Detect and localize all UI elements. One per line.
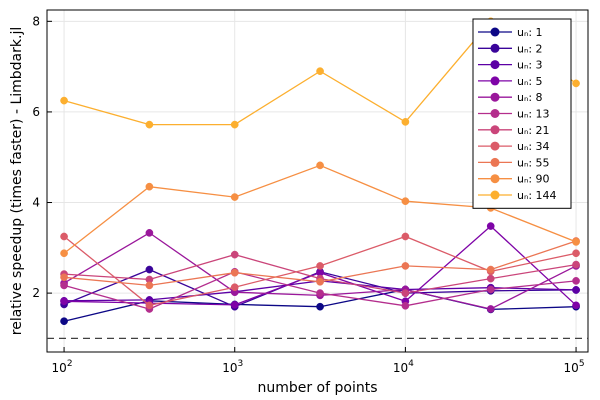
legend-item: uₙ: 13 [478, 108, 550, 121]
y-tick-label: 6 [32, 105, 40, 119]
data-point [401, 232, 410, 241]
data-point [145, 182, 154, 191]
legend-item: uₙ: 5 [478, 75, 543, 88]
data-point [401, 262, 410, 270]
data-point [401, 301, 410, 310]
y-axis-ticks: 2 4 6 8 [32, 14, 52, 300]
data-point [486, 274, 495, 283]
legend-marker [490, 174, 500, 184]
data-point [230, 301, 239, 309]
data-point [60, 317, 68, 326]
legend-item: uₙ: 34 [478, 140, 550, 153]
legend-marker [490, 92, 500, 102]
data-point [60, 281, 68, 290]
legend: uₙ: 1 uₙ: 2 uₙ: 3 uₙ: 5 uₙ: 8 uₙ: 13 uₙ: 21 uₙ:… [472, 18, 572, 209]
data-point [316, 67, 324, 76]
plot-frame [46, 9, 589, 353]
data-point [316, 161, 324, 170]
y-tick-label: 2 [32, 286, 40, 300]
data-point [60, 273, 68, 282]
legend-label: uₙ: 34 [517, 140, 550, 153]
data-point [486, 222, 495, 230]
legend-label: uₙ: 55 [517, 156, 550, 169]
y-tick-label: 4 [32, 196, 40, 210]
data-point [401, 289, 410, 297]
data-point [486, 265, 495, 274]
data-point [230, 283, 239, 292]
data-point [60, 297, 68, 306]
data-point [572, 301, 580, 310]
legend-label: uₙ: 5 [517, 75, 543, 88]
legend-item: uₙ: 3 [478, 59, 543, 72]
legend-marker [490, 141, 500, 151]
legend-item: uₙ: 144 [478, 189, 557, 202]
x-axis-label: number of points [257, 380, 377, 396]
legend-marker [490, 60, 500, 70]
x-tick-label: 105 [564, 359, 585, 375]
data-point [230, 250, 239, 259]
legend-marker [490, 125, 500, 135]
x-axis-ticks: 102 103 104 105 [52, 347, 585, 375]
legend-item: uₙ: 8 [478, 91, 543, 104]
legend-label: uₙ: 3 [517, 59, 543, 72]
data-point [572, 79, 580, 88]
data-point [145, 265, 154, 274]
data-point [230, 268, 239, 277]
x-tick-label: 104 [393, 359, 414, 375]
legend-label: uₙ: 13 [517, 108, 550, 121]
legend-label: uₙ: 90 [517, 173, 550, 186]
data-point [401, 197, 410, 206]
data-point [145, 120, 154, 129]
legend-marker [490, 109, 500, 118]
data-point [572, 238, 580, 246]
legend-label: uₙ: 1 [517, 26, 543, 39]
legend-label: uₙ: 21 [517, 124, 550, 137]
y-axis-label: relative speedup (times faster) - Limbda… [9, 27, 25, 335]
data-point [145, 229, 154, 237]
legend-label: uₙ: 8 [517, 91, 543, 104]
data-point [572, 249, 580, 258]
data-point [572, 260, 580, 269]
data-point [572, 286, 580, 294]
legend-marker [490, 190, 500, 200]
legend-item: uₙ: 55 [478, 156, 550, 169]
legend-item: uₙ: 1 [478, 26, 543, 39]
x-tick-label: 102 [52, 359, 73, 375]
y-tick-label: 8 [32, 14, 40, 28]
data-point [486, 285, 495, 294]
data-point [316, 302, 324, 311]
legend-item: uₙ: 21 [478, 124, 550, 137]
legend-marker [490, 27, 500, 37]
data-point [316, 277, 324, 286]
data-point [230, 120, 239, 129]
legend-label: uₙ: 2 [517, 42, 543, 55]
data-point [145, 301, 154, 310]
data-point [145, 281, 154, 290]
legend-label: uₙ: 144 [517, 189, 557, 202]
data-point [316, 289, 324, 297]
legend-marker [490, 76, 500, 86]
data-point [486, 305, 495, 313]
data-point [230, 193, 239, 201]
legend-item: uₙ: 2 [478, 42, 543, 55]
series-layer [60, 17, 580, 326]
data-point [401, 118, 410, 126]
data-point [60, 249, 68, 258]
data-point [60, 232, 68, 241]
legend-item: uₙ: 90 [478, 173, 550, 186]
data-point [572, 277, 580, 285]
legend-marker [490, 157, 500, 167]
x-tick-label: 103 [222, 359, 243, 375]
data-point [60, 96, 68, 105]
legend-marker [490, 43, 500, 53]
data-point [316, 262, 324, 270]
